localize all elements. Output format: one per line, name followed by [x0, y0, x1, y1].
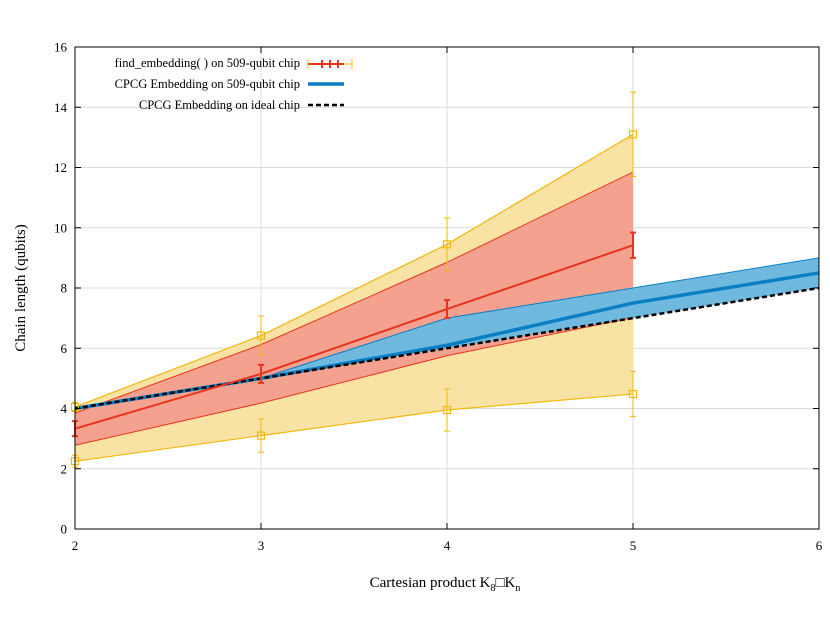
line-minmax-high: [74, 133, 634, 408]
x-tick-label-1: 3: [258, 538, 265, 553]
y-tick-label-7: 14: [54, 100, 68, 115]
y-axis-title: Chain length (qubits): [13, 224, 29, 352]
marker-high-1: [256, 331, 266, 340]
x-tick-label-0: 2: [72, 538, 79, 553]
y-tick-label-6: 12: [54, 160, 67, 175]
legend-label-find-embedding: find_embedding( ) on 509-qubit chip: [115, 56, 300, 70]
x-axis-title-sub-2: n: [515, 583, 520, 594]
x-tick-label-4: 6: [816, 538, 823, 553]
x-axis-title-mid: □K: [495, 575, 515, 591]
y-tick-label-1: 2: [61, 461, 68, 476]
band-cpcg-509: [75, 257, 819, 411]
legend-label-cpcg-509: CPCG Embedding on 509-qubit chip: [115, 77, 300, 91]
y-tick-label-5: 10: [54, 220, 67, 235]
y-tick-label-2: 4: [61, 401, 68, 416]
line-std-high: [74, 171, 634, 414]
x-tick-label-3: 5: [630, 538, 637, 553]
legend-swatch-find-embedding: [307, 59, 353, 69]
marker-low-1: [256, 431, 266, 440]
marker-low-2: [442, 405, 452, 415]
marker-high-2: [442, 240, 452, 249]
x-tick-label-2: 4: [444, 538, 451, 553]
legend-label-cpcg-ideal: CPCG Embedding on ideal chip: [139, 98, 300, 112]
y-tick-label-0: 0: [61, 522, 68, 537]
y-tick-label-3: 6: [61, 341, 68, 356]
y-tick-label-4: 8: [61, 281, 68, 296]
x-axis-title-main: Cartesian product K: [370, 575, 491, 591]
legend: find_embedding( ) on 509-qubit chip CPCG…: [115, 56, 353, 112]
lines: [74, 133, 820, 462]
line-std-low: [74, 317, 634, 446]
x-axis-title: Cartesian product K8□Kn: [370, 575, 521, 594]
marker-low-3: [628, 389, 638, 399]
x-axis-title-sub-1: 8: [490, 583, 495, 594]
line-cpcg-ideal: [74, 286, 820, 410]
y-tick-label-8: 16: [54, 40, 68, 55]
line-cpcg-509: [74, 271, 820, 411]
marker-high-3: [628, 130, 638, 139]
line-minmax-low: [74, 393, 634, 462]
line-find-embedding-mean: [74, 244, 634, 430]
